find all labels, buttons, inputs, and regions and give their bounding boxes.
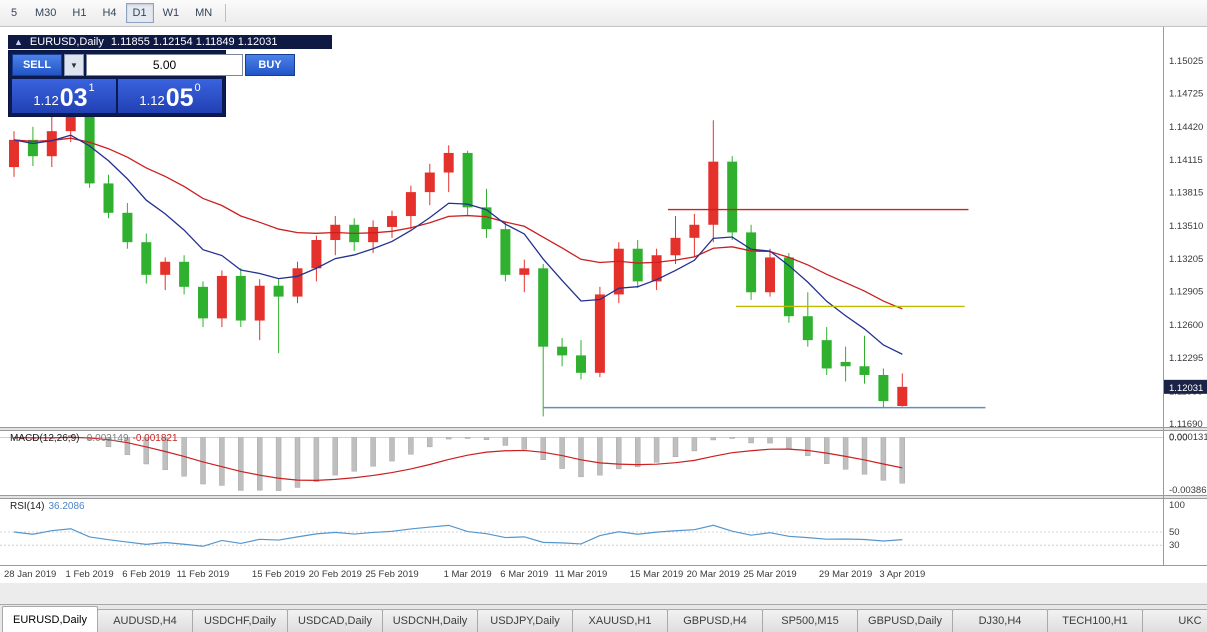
svg-text:25 Feb 2019: 25 Feb 2019 [365, 569, 418, 580]
chart-ohlc-values: 1.11855 1.12154 1.11849 1.12031 [110, 36, 278, 48]
chart-canvas[interactable]: 1.15025 1.14725 1.14420 1.14115 1.13815 1.135… [0, 27, 1207, 604]
chart-tab-DJ30,H4[interactable]: DJ30,H4 [952, 609, 1048, 632]
macd-signal-line [13, 436, 903, 482]
rsi-line [13, 524, 903, 547]
order-type-dropdown[interactable]: ▼ [64, 54, 84, 76]
svg-text:1.14420: 1.14420 [1169, 122, 1203, 133]
svg-text:11 Mar 2019: 11 Mar 2019 [555, 569, 608, 580]
svg-text:25 Mar 2019: 25 Mar 2019 [743, 569, 796, 580]
rsi-axis-labels[interactable]: 100 50 30 [1169, 500, 1185, 551]
panel-separator[interactable] [0, 495, 1207, 499]
buy-price-pips: 05 [165, 84, 194, 112]
chart-tab-GBPUSD,Daily[interactable]: GBPUSD,Daily [857, 609, 953, 632]
timeframe-button-5[interactable]: 5 [10, 7, 18, 19]
rsi-value: 36.2086 [48, 501, 85, 512]
svg-text:20 Feb 2019: 20 Feb 2019 [309, 569, 362, 580]
ma-fast-line [13, 134, 903, 355]
svg-text:50: 50 [1169, 527, 1180, 538]
chart-tab-USDCHF,Daily[interactable]: USDCHF,Daily [192, 609, 288, 632]
chart-tab-USDCAD,Daily[interactable]: USDCAD,Daily [287, 609, 383, 632]
chart-tab-XAUUSD,H1[interactable]: XAUUSD,H1 [572, 609, 668, 632]
timeframe-toolbar: 5 M30 H1 H4 D1 W1 MN [0, 0, 1207, 27]
chart-tab-USDCNH,Daily[interactable]: USDCNH,Daily [382, 609, 478, 632]
svg-text:3 Apr 2019: 3 Apr 2019 [879, 569, 925, 580]
rsi-indicator-label: RSI(14) 36.2086 [10, 501, 85, 512]
sell-price-pips: 03 [59, 84, 88, 112]
chart-tab-AUDUSD,H4[interactable]: AUDUSD,H4 [97, 609, 193, 632]
svg-text:1.12600: 1.12600 [1169, 320, 1203, 331]
svg-text:20 Mar 2019: 20 Mar 2019 [687, 569, 740, 580]
svg-text:30: 30 [1169, 540, 1180, 551]
svg-text:1.14115: 1.14115 [1169, 155, 1203, 166]
timeframe-button-H4[interactable]: H4 [102, 7, 117, 19]
timeframe-button-W1[interactable]: W1 [162, 7, 180, 19]
macd-name: MACD(12,26,9) [10, 433, 80, 444]
macd-main-value: -0.003149 [83, 433, 129, 444]
chart-tab-GBPUSD,H4[interactable]: GBPUSD,H4 [667, 609, 763, 632]
price-axis-labels[interactable]: 1.15025 1.14725 1.14420 1.14115 1.13815 1.135… [1169, 56, 1203, 430]
svg-text:28 Jan 2019: 28 Jan 2019 [4, 569, 56, 580]
buy-price-button[interactable]: 1.12 05 0 [118, 79, 222, 113]
svg-text:15 Mar 2019: 15 Mar 2019 [630, 569, 683, 580]
candlesticks [9, 107, 908, 417]
chart-ohlc-strip: ▲ EURUSD,Daily 1.11855 1.12154 1.11849 1… [8, 35, 332, 49]
chart-tab-USDJPY,Daily[interactable]: USDJPY,Daily [477, 609, 573, 632]
macd-indicator-label: MACD(12,26,9) -0.003149 -0.001821 [10, 433, 178, 444]
svg-text:1.11690: 1.11690 [1169, 419, 1203, 430]
chart-tab-bar: EURUSD,Daily AUDUSD,H4 USDCHF,Daily USDCAD,… [0, 604, 1207, 632]
svg-text:100: 100 [1169, 500, 1185, 511]
svg-text:11 Feb 2019: 11 Feb 2019 [177, 569, 230, 580]
sell-price-point: 1 [88, 82, 95, 94]
toolbar-separator [225, 4, 227, 22]
timeframe-button-D1[interactable]: D1 [125, 3, 154, 23]
collapse-trade-panel-icon[interactable]: ▲ [14, 37, 23, 47]
svg-text:1.13815: 1.13815 [1169, 188, 1203, 199]
panel-separator[interactable] [0, 427, 1207, 431]
svg-text:1.12031: 1.12031 [1169, 383, 1203, 394]
sell-price-base: 1.12 [33, 93, 59, 108]
timeframe-button-M30[interactable]: M30 [35, 7, 57, 19]
macd-histogram [11, 435, 905, 491]
svg-text:1 Mar 2019: 1 Mar 2019 [444, 569, 492, 580]
svg-text:1.13205: 1.13205 [1169, 254, 1203, 265]
buy-button[interactable]: BUY [245, 54, 295, 76]
chart-tab-SP500,M15[interactable]: SP500,M15 [762, 609, 858, 632]
chart-tab-UKC[interactable]: UKC [1142, 609, 1207, 632]
buy-price-point: 0 [194, 82, 201, 94]
svg-text:29 Mar 2019: 29 Mar 2019 [819, 569, 872, 580]
svg-text:1.12905: 1.12905 [1169, 287, 1203, 298]
chart-region: 1.15025 1.14725 1.14420 1.14115 1.13815 1.135… [0, 27, 1207, 604]
svg-text:6 Mar 2019: 6 Mar 2019 [500, 569, 548, 580]
svg-text:6 Feb 2019: 6 Feb 2019 [122, 569, 170, 580]
sell-price-button[interactable]: 1.12 03 1 [12, 79, 116, 113]
svg-text:0.0001313: 0.0001313 [1169, 432, 1207, 443]
svg-text:1.14725: 1.14725 [1169, 89, 1203, 100]
svg-text:15 Feb 2019: 15 Feb 2019 [252, 569, 305, 580]
macd-axis-labels[interactable]: 0.00013130.00 -0.00386 [1169, 432, 1207, 496]
svg-text:1 Feb 2019: 1 Feb 2019 [66, 569, 114, 580]
chart-symbol-title: EURUSD,Daily [29, 36, 104, 48]
svg-text:-0.00386: -0.00386 [1169, 485, 1207, 496]
ma-slow-line [13, 137, 903, 310]
svg-text:1.15025: 1.15025 [1169, 56, 1203, 67]
macd-signal-value: -0.001821 [132, 433, 178, 444]
current-price-tag: 1.12031 [1164, 379, 1207, 394]
timeframe-button-MN[interactable]: MN [195, 7, 213, 19]
chevron-down-icon: ▼ [70, 60, 78, 70]
volume-input[interactable] [86, 54, 243, 76]
time-axis-labels[interactable]: 28 Jan 2019 1 Feb 2019 6 Feb 2019 11 Feb 20… [4, 569, 925, 580]
chart-tab-EURUSD,Daily[interactable]: EURUSD,Daily [2, 606, 98, 632]
svg-text:1.13510: 1.13510 [1169, 221, 1203, 232]
chart-footer-filler [0, 583, 1207, 604]
one-click-trade-panel: SELL ▼ BUY 1.12 03 1 1.12 05 0 [8, 50, 295, 117]
timeframe-button-H1[interactable]: H1 [72, 7, 87, 19]
svg-text:0.00: 0.00 [1169, 433, 1188, 444]
chart-tab-TECH100,H1[interactable]: TECH100,H1 [1047, 609, 1143, 632]
sell-button[interactable]: SELL [12, 54, 62, 76]
rsi-name: RSI(14) [10, 501, 45, 512]
svg-text:1.12295: 1.12295 [1169, 353, 1203, 364]
buy-price-base: 1.12 [139, 93, 165, 108]
